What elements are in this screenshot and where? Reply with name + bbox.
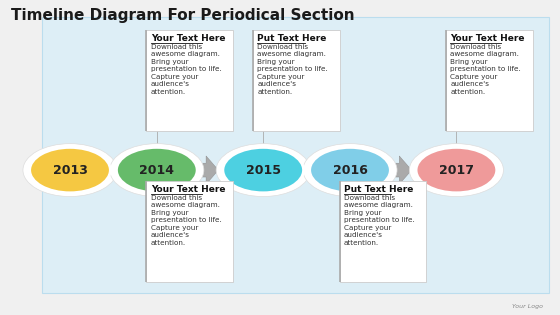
- Circle shape: [310, 147, 390, 193]
- Text: Your Text Here: Your Text Here: [450, 34, 525, 43]
- FancyBboxPatch shape: [253, 30, 339, 131]
- Circle shape: [30, 147, 110, 193]
- FancyBboxPatch shape: [42, 17, 549, 293]
- Text: Put Text Here: Put Text Here: [257, 34, 326, 43]
- FancyBboxPatch shape: [146, 30, 233, 131]
- Circle shape: [416, 147, 497, 193]
- Text: Download this
awesome diagram.
Bring your
presentation to life.
Capture your
aud: Download this awesome diagram. Bring you…: [450, 44, 521, 95]
- Circle shape: [409, 144, 503, 197]
- Text: Your Text Here: Your Text Here: [151, 34, 225, 43]
- Text: Timeline Diagram For Periodical Section: Timeline Diagram For Periodical Section: [11, 8, 355, 23]
- Text: Download this
awesome diagram.
Bring your
presentation to life.
Capture your
aud: Download this awesome diagram. Bring you…: [151, 44, 222, 95]
- FancyBboxPatch shape: [146, 181, 233, 282]
- FancyBboxPatch shape: [339, 181, 426, 282]
- Circle shape: [116, 147, 197, 193]
- FancyBboxPatch shape: [446, 30, 533, 131]
- Polygon shape: [202, 156, 218, 184]
- Text: 2016: 2016: [333, 163, 367, 177]
- Circle shape: [110, 144, 204, 197]
- Text: Your Text Here: Your Text Here: [151, 185, 225, 194]
- Text: Download this
awesome diagram.
Bring your
presentation to life.
Capture your
aud: Download this awesome diagram. Bring you…: [151, 195, 222, 246]
- Text: 2015: 2015: [246, 163, 281, 177]
- Polygon shape: [100, 156, 115, 184]
- Text: Download this
awesome diagram.
Bring your
presentation to life.
Capture your
aud: Download this awesome diagram. Bring you…: [257, 44, 328, 95]
- Circle shape: [23, 144, 117, 197]
- Text: 2013: 2013: [53, 163, 87, 177]
- Circle shape: [216, 144, 310, 197]
- Polygon shape: [395, 156, 412, 184]
- Polygon shape: [293, 156, 308, 184]
- Text: Download this
awesome diagram.
Bring your
presentation to life.
Capture your
aud: Download this awesome diagram. Bring you…: [344, 195, 415, 246]
- Text: Your Logo: Your Logo: [512, 304, 543, 309]
- Circle shape: [223, 147, 304, 193]
- Circle shape: [303, 144, 397, 197]
- Text: 2017: 2017: [439, 163, 474, 177]
- Text: Put Text Here: Put Text Here: [344, 185, 413, 194]
- Text: 2014: 2014: [139, 163, 174, 177]
